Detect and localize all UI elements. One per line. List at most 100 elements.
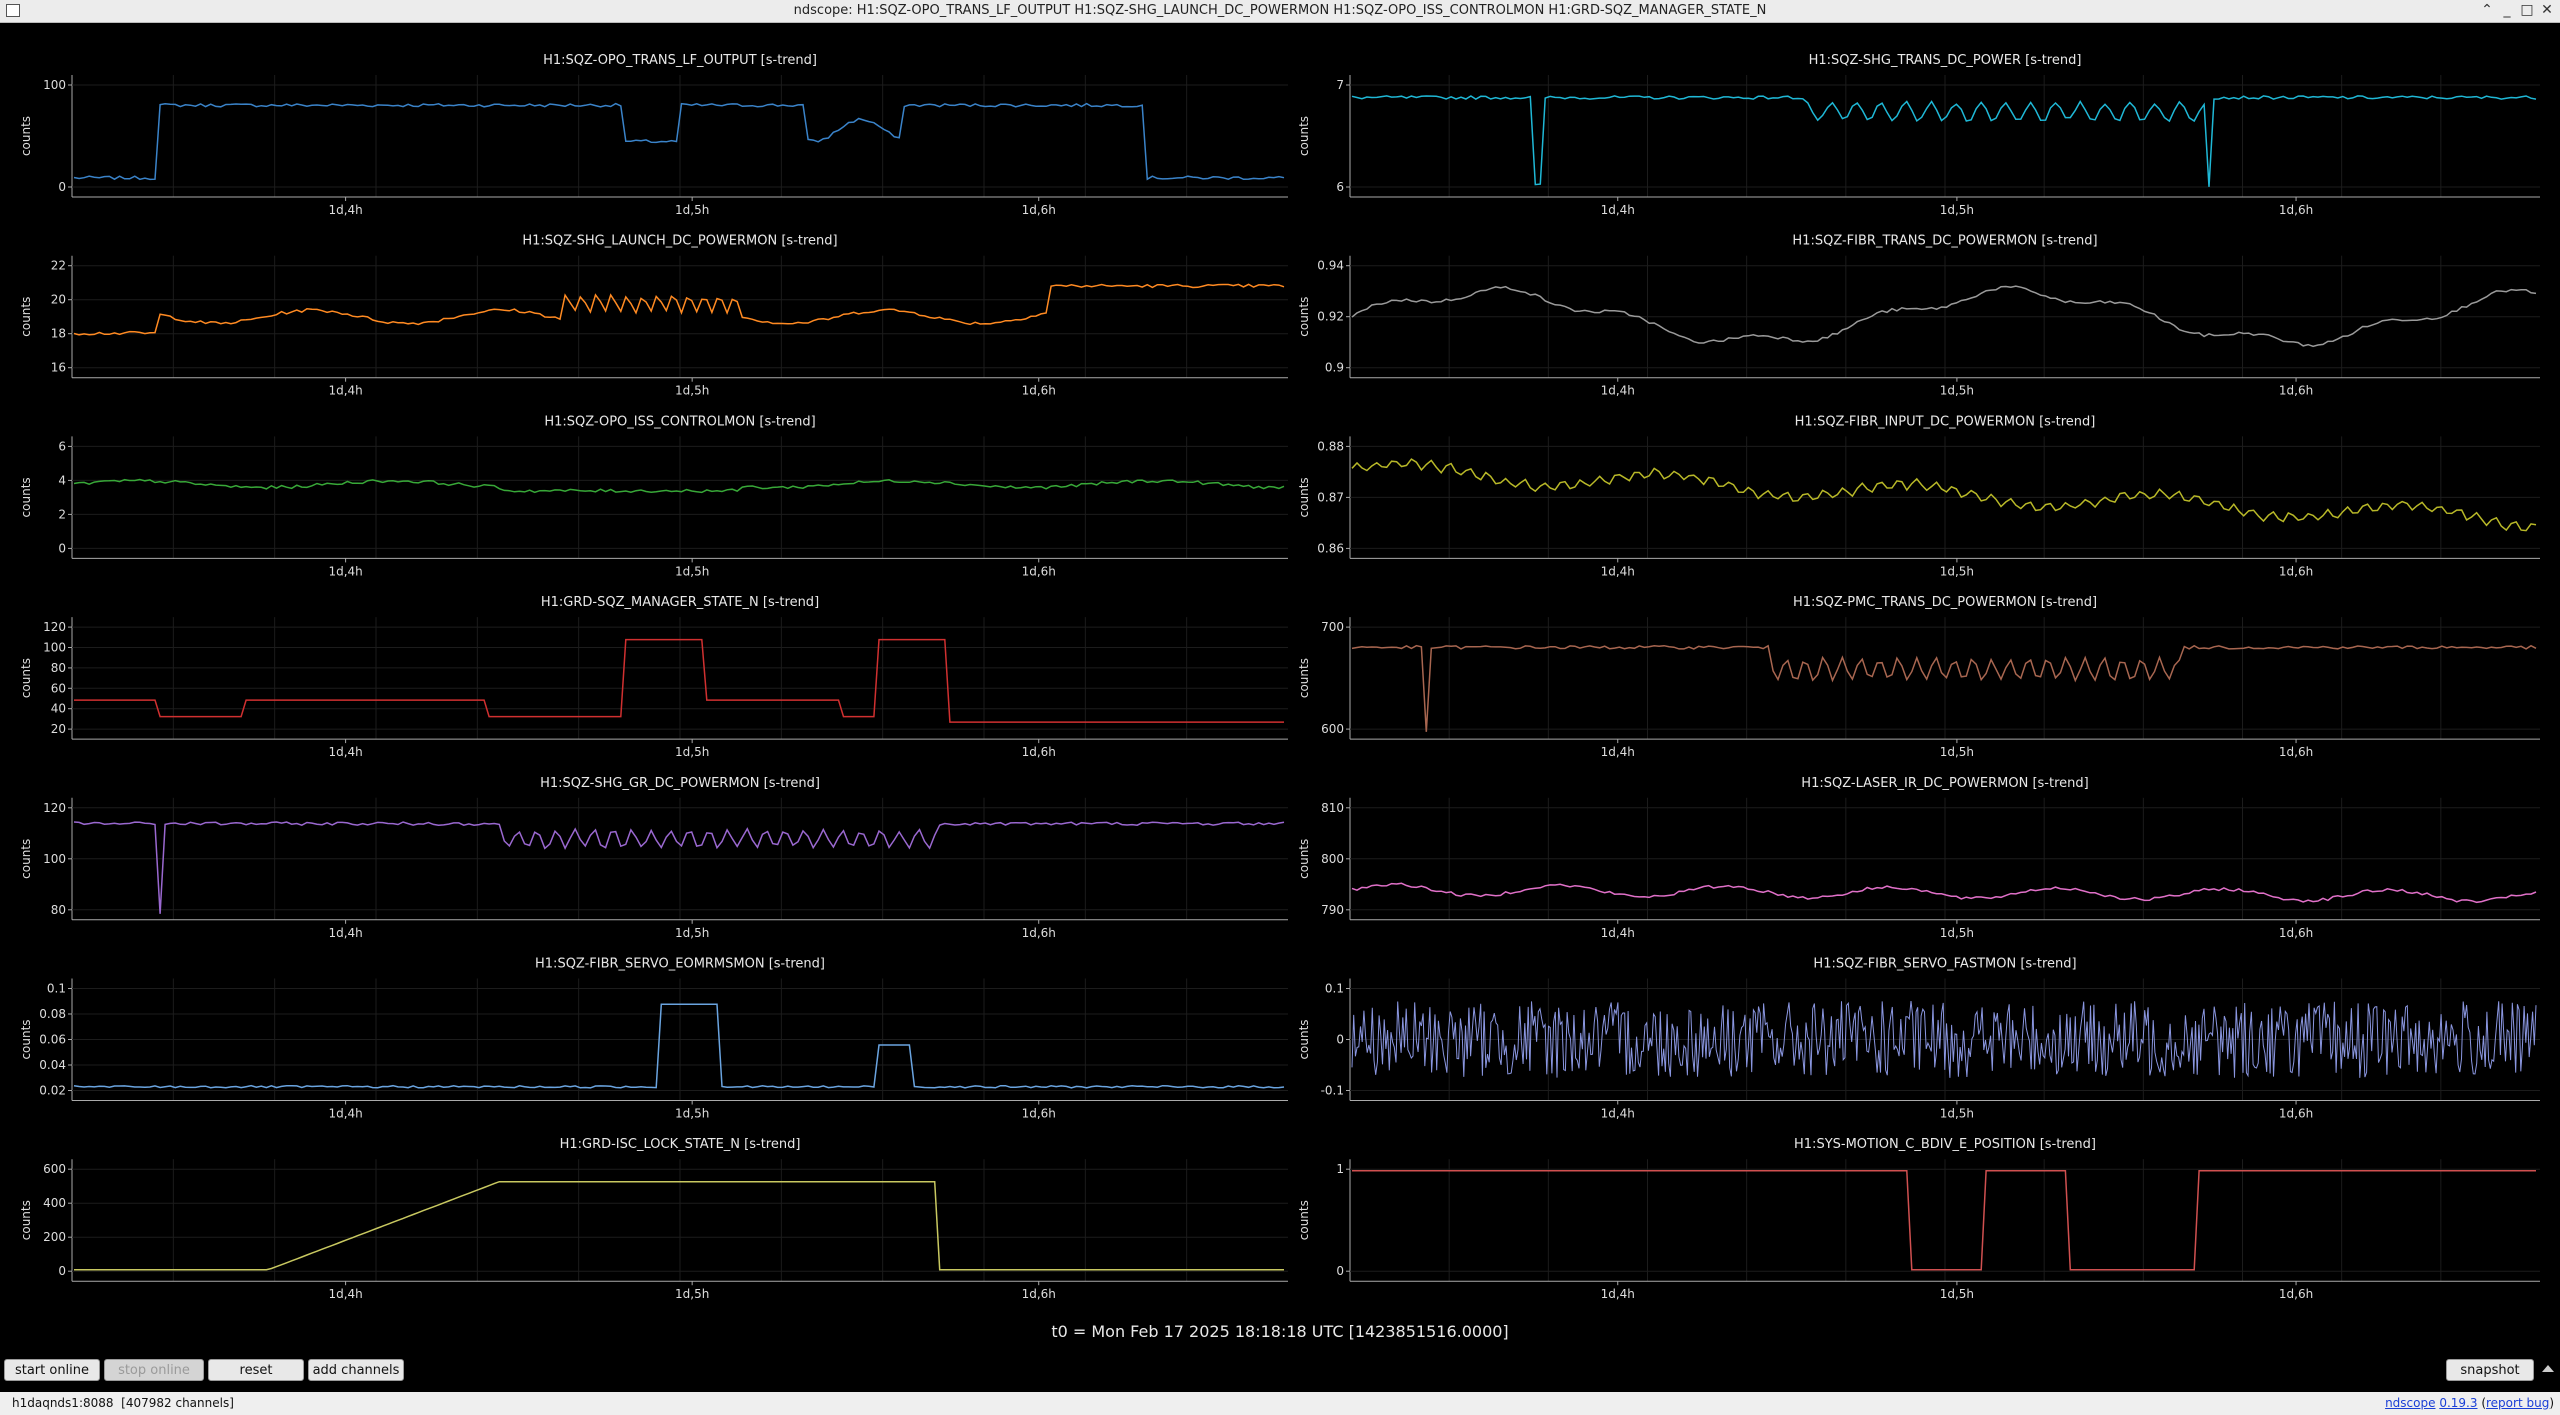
x-tick-label: 1d,6h: [2279, 203, 2313, 217]
start-online-button[interactable]: start online: [4, 1359, 100, 1381]
y-tick-label: 0.08: [39, 1007, 66, 1021]
y-tick-label: 0.92: [1317, 310, 1344, 324]
window-titlebar: ndscope: H1:SQZ-OPO_TRANS_LF_OUTPUT H1:S…: [0, 0, 2560, 23]
plot-title: H1:SQZ-FIBR_SERVO_FASTMON [s-trend]: [1813, 957, 2076, 972]
y-axis-label: counts: [19, 839, 33, 879]
x-tick-label: 1d,5h: [1940, 745, 1974, 759]
plot-title: H1:GRD-ISC_LOCK_STATE_N [s-trend]: [560, 1137, 801, 1152]
y-tick-label: 40: [51, 702, 66, 716]
y-tick-label: 1: [1336, 1162, 1344, 1176]
window-minimize-icon[interactable]: _: [2503, 2, 2511, 18]
trace-line: [73, 821, 1285, 914]
x-tick-label: 1d,5h: [675, 203, 709, 217]
window-close-icon[interactable]: ✕: [2541, 2, 2553, 18]
y-axis-label: counts: [1297, 1200, 1311, 1240]
window-keep-above-icon[interactable]: ⌃: [2481, 2, 2493, 18]
plot-grid: H1:SQZ-OPO_TRANS_LF_OUTPUT [s-trend] 100 0…: [0, 23, 2560, 1336]
x-tick-label: 1d,5h: [675, 745, 709, 759]
y-tick-label: 6: [1336, 180, 1344, 194]
y-axis-label: counts: [1297, 658, 1311, 698]
y-axis-label: counts: [19, 1200, 33, 1240]
y-tick-label: 700: [1321, 620, 1344, 634]
x-tick-label: 1d,6h: [1022, 926, 1056, 940]
plots-canvas[interactable]: H1:SQZ-OPO_TRANS_LF_OUTPUT [s-trend]1000…: [0, 23, 2560, 1336]
y-tick-label: 600: [1321, 722, 1344, 736]
trace-line: [1351, 95, 2537, 187]
stop-online-button[interactable]: stop online: [104, 1359, 204, 1381]
y-tick-label: 0.04: [39, 1058, 66, 1072]
trace-line: [74, 638, 1284, 723]
plot-title: H1:SQZ-OPO_TRANS_LF_OUTPUT [s-trend]: [543, 53, 817, 68]
x-tick-label: 1d,4h: [328, 1287, 362, 1301]
plot-panel[interactable]: H1:SQZ-FIBR_SERVO_FASTMON [s-trend] 0.1 0 -…: [1297, 957, 2540, 1121]
y-tick-label: 0: [58, 1264, 66, 1278]
y-tick-label: 120: [43, 801, 66, 815]
plot-title: H1:SQZ-OPO_ISS_CONTROLMON [s-trend]: [544, 414, 815, 429]
plot-panel[interactable]: H1:SQZ-FIBR_TRANS_DC_POWERMON [s-trend] 0…: [1297, 234, 2540, 398]
y-tick-label: 790: [1321, 903, 1344, 917]
trace-line: [1351, 285, 2537, 348]
plot-title: H1:SQZ-FIBR_SERVO_EOMRMSMON [s-trend]: [535, 957, 825, 972]
app-icon: [6, 4, 20, 17]
plot-panel[interactable]: H1:SQZ-SHG_GR_DC_POWERMON [s-trend] 120 10…: [19, 776, 1288, 940]
report-bug-link[interactable]: report bug: [2486, 1396, 2550, 1410]
y-tick-label: 100: [43, 852, 66, 866]
y-tick-label: 0: [1336, 1033, 1344, 1047]
y-axis-label: counts: [19, 477, 33, 517]
plot-panel[interactable]: H1:SQZ-LASER_IR_DC_POWERMON [s-trend] 810…: [1297, 776, 2540, 940]
y-axis-label: counts: [1297, 477, 1311, 517]
x-tick-label: 1d,6h: [2279, 926, 2313, 940]
x-tick-label: 1d,5h: [1940, 926, 1974, 940]
x-tick-label: 1d,4h: [328, 926, 362, 940]
plot-title: H1:SQZ-LASER_IR_DC_POWERMON [s-trend]: [1801, 776, 2088, 791]
y-axis-label: counts: [19, 297, 33, 337]
x-tick-label: 1d,5h: [1940, 1107, 1974, 1121]
y-tick-label: 0: [1336, 1264, 1344, 1278]
y-tick-label: 4: [58, 473, 66, 487]
y-tick-label: 120: [43, 620, 66, 634]
y-tick-label: 0.87: [1317, 490, 1344, 504]
x-tick-label: 1d,6h: [1022, 384, 1056, 398]
y-tick-label: 2: [58, 507, 66, 521]
plot-panel[interactable]: H1:SQZ-SHG_TRANS_DC_POWER [s-trend] 7 6 cou…: [1297, 53, 2540, 217]
trace-line: [73, 478, 1285, 494]
plot-panel[interactable]: H1:SQZ-PMC_TRANS_DC_POWERMON [s-trend] 70…: [1297, 595, 2540, 759]
x-tick-label: 1d,6h: [1022, 745, 1056, 759]
x-tick-label: 1d,4h: [328, 384, 362, 398]
reset-button[interactable]: reset: [208, 1359, 304, 1381]
plot-panel[interactable]: H1:GRD-SQZ_MANAGER_STATE_N [s-trend] 120 1…: [19, 595, 1288, 759]
expand-arrow-icon[interactable]: [2542, 1365, 2554, 1372]
ndscope-link[interactable]: ndscope: [2385, 1396, 2436, 1410]
trace-line: [1352, 1169, 2536, 1271]
y-tick-label: 0.06: [39, 1033, 66, 1047]
x-tick-label: 1d,5h: [675, 384, 709, 398]
y-tick-label: 7: [1336, 78, 1344, 92]
trace-line: [1351, 882, 2537, 904]
plot-title: H1:SQZ-SHG_GR_DC_POWERMON [s-trend]: [540, 776, 820, 791]
y-tick-label: 0.1: [1325, 982, 1344, 996]
y-tick-label: 0.9: [1325, 361, 1344, 375]
plot-panel[interactable]: H1:SQZ-SHG_LAUNCH_DC_POWERMON [s-trend] 2…: [19, 234, 1288, 398]
version-link[interactable]: 0.19.3: [2439, 1396, 2478, 1410]
add-channels-button[interactable]: add channels: [308, 1359, 404, 1381]
y-tick-label: 80: [51, 903, 66, 917]
y-tick-label: 800: [1321, 852, 1344, 866]
plot-panel[interactable]: H1:SQZ-FIBR_SERVO_EOMRMSMON [s-trend] 0.1…: [19, 957, 1288, 1121]
x-tick-label: 1d,6h: [1022, 1107, 1056, 1121]
plot-panel[interactable]: H1:SQZ-OPO_TRANS_LF_OUTPUT [s-trend] 100 0…: [19, 53, 1288, 217]
plot-panel[interactable]: H1:SQZ-OPO_ISS_CONTROLMON [s-trend] 6 4 2 0 c…: [19, 414, 1288, 578]
y-tick-label: 400: [43, 1196, 66, 1210]
plot-title: H1:SQZ-FIBR_TRANS_DC_POWERMON [s-trend]: [1792, 234, 2097, 249]
window-maximize-icon[interactable]: □: [2520, 2, 2534, 18]
snapshot-button[interactable]: snapshot: [2446, 1359, 2534, 1381]
x-tick-label: 1d,4h: [1601, 1287, 1635, 1301]
x-tick-label: 1d,6h: [2279, 745, 2313, 759]
control-bar: start online stop online reset add chann…: [0, 1353, 2560, 1393]
plot-panel[interactable]: H1:SYS-MOTION_C_BDIV_E_POSITION [s-trend…: [1297, 1137, 2540, 1301]
plot-title: H1:SQZ-FIBR_INPUT_DC_POWERMON [s-trend]: [1795, 414, 2096, 429]
plot-panel[interactable]: H1:SQZ-FIBR_INPUT_DC_POWERMON [s-trend] 0…: [1297, 414, 2540, 578]
x-tick-label: 1d,5h: [675, 1287, 709, 1301]
x-tick-label: 1d,6h: [2279, 564, 2313, 578]
y-tick-label: 6: [58, 439, 66, 453]
plot-panel[interactable]: H1:GRD-ISC_LOCK_STATE_N [s-trend] 600 400 2…: [19, 1137, 1288, 1301]
